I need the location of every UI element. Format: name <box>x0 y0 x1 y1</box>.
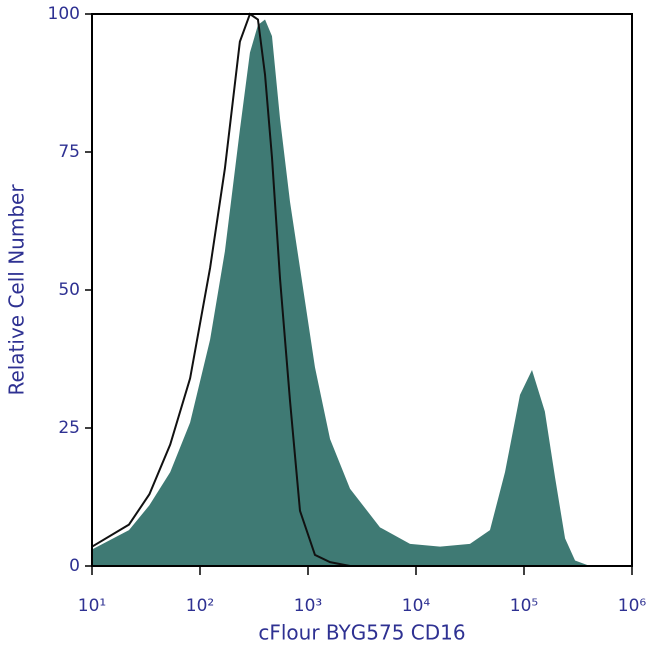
y-axis-title: Relative Cell Number <box>5 184 29 396</box>
y-tick-label: 0 <box>69 556 80 576</box>
x-axis-title: cFlour BYG575 CD16 <box>258 621 465 645</box>
x-tick-label: 10⁵ <box>510 596 538 616</box>
y-tick-label: 25 <box>58 418 80 438</box>
y-tick-label: 50 <box>58 280 80 300</box>
y-tick-label: 100 <box>48 4 80 24</box>
x-tick-label: 10² <box>186 596 214 616</box>
histogram-area <box>92 19 590 566</box>
x-tick-label: 10⁴ <box>402 596 431 616</box>
x-tick-label: 10¹ <box>78 596 106 616</box>
histogram-line <box>91 12 351 567</box>
x-tick-label: 10⁶ <box>618 596 647 616</box>
x-tick-label: 10³ <box>294 596 322 616</box>
y-tick-label: 75 <box>58 142 80 162</box>
